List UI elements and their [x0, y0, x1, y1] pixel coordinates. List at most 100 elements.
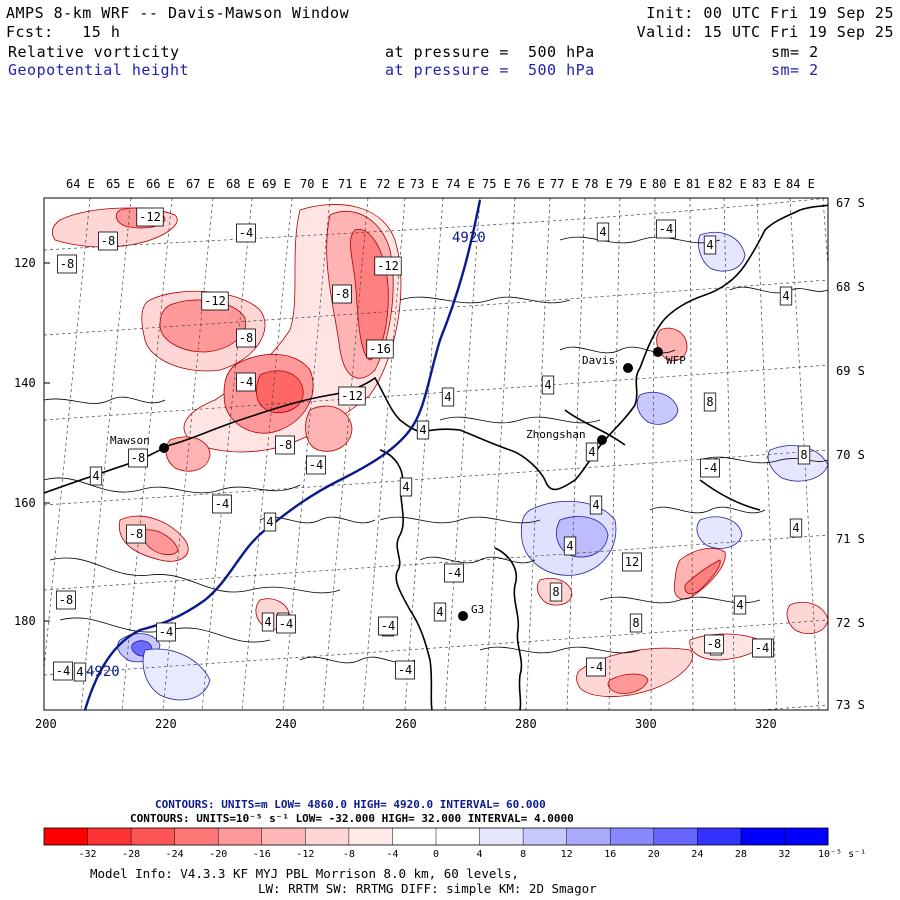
- vorticity-label-text: 8: [552, 585, 559, 599]
- vorticity-label-text: 4: [266, 515, 273, 529]
- colorbar-swatch: [740, 828, 785, 845]
- lon-label: 83 E: [752, 177, 781, 191]
- vorticity-label-text: -12: [139, 210, 161, 224]
- vorticity-label-box: [374, 256, 402, 276]
- vorticity-label-box: [797, 445, 811, 465]
- colorbar-swatch: [174, 828, 219, 845]
- vorticity-label-text: -4: [589, 660, 603, 674]
- x-tick: 320: [755, 717, 777, 731]
- vorticity-contour-label: -4: [212, 494, 232, 514]
- colorbar-swatch: [218, 828, 263, 845]
- colorbar-swatch: [479, 828, 524, 845]
- vorticity-label-text: -12: [377, 259, 399, 273]
- lon-label: 75 E: [482, 177, 511, 191]
- lon-label: 70 E: [300, 177, 329, 191]
- vorticity-label-box: [596, 222, 610, 242]
- x-tick: 240: [275, 717, 297, 731]
- vorticity-label-box: [589, 495, 603, 515]
- x-tick: 300: [635, 717, 657, 731]
- height-label: 4920: [452, 230, 486, 246]
- vorticity-label-text: -4: [309, 458, 323, 472]
- legend-vorticity-contours: CONTOURS: UNITS=10⁻⁵ s⁻¹ LOW= -32.000 HI…: [130, 812, 574, 825]
- vorticity-contour-label: 4: [779, 286, 793, 306]
- vorticity-label-text: -4: [755, 641, 769, 655]
- vorticity-label-text: 4: [436, 605, 443, 619]
- vorticity-contour-label: 4: [733, 595, 747, 615]
- station-zhongshan-marker: [597, 435, 607, 445]
- vorticity-contour-label: 8: [703, 392, 717, 412]
- station-mawson-marker: [159, 443, 169, 453]
- colorbar-swatch: [44, 828, 89, 845]
- lon-label: 69 E: [262, 177, 291, 191]
- vorticity-label-box: [98, 231, 118, 251]
- vorticity-contour-label: 4: [541, 375, 555, 395]
- colorbar-tick-label: 4: [477, 849, 483, 860]
- colorbar: -32 -28 -24 -20 -16 -12 -8 -4 0 4 8 12 16 20 24 28 32: [43, 827, 829, 860]
- vorticity-labels: -12 -8 -4 -8 -12 -8 -12 -8 -16 -4 -12 -8 -4 -8 -4 4 4 4 -8…: [53, 207, 811, 682]
- vorticity-contour-label: -4: [236, 223, 256, 243]
- vorticity-contour-label: -12: [136, 207, 164, 227]
- vorticity-label-box: [156, 622, 176, 642]
- model-info-line1: Model Info: V4.3.3 KF MYJ PBL Morrison 8…: [90, 866, 519, 881]
- vorticity-label-box: [306, 455, 326, 475]
- vorticity-contour-label: -4: [236, 372, 256, 392]
- vorticity-label-text: -8: [59, 593, 73, 607]
- colorbar-tick-label: -28: [122, 849, 140, 860]
- vorticity-label-text: 4: [599, 225, 606, 239]
- grid-x-ticks: 200 220 240 260 280 300 320: [35, 717, 777, 731]
- vorticity-contour-label: -4: [53, 661, 73, 681]
- vorticity-label-box: [276, 614, 296, 634]
- vorticity-label-text: 4: [566, 539, 573, 553]
- vorticity-label-box: [441, 387, 455, 407]
- vorticity-label-text: 4: [736, 598, 743, 612]
- vorticity-contour-label: 4: [73, 662, 87, 682]
- vorticity-label-box: [201, 291, 229, 311]
- vorticity-label-text: -4: [703, 461, 717, 475]
- lon-label: 65 E: [106, 177, 135, 191]
- vorticity-label-text: -4: [279, 617, 293, 631]
- vorticity-contour-label: -16: [366, 339, 394, 359]
- vorticity-label-text: -12: [341, 389, 363, 403]
- vorticity-contour-label: -12: [374, 256, 402, 276]
- vorticity-contour-label: 4: [703, 235, 717, 255]
- colorbar-swatch: [261, 828, 306, 845]
- vorticity-label-box: [366, 339, 394, 359]
- vorticity-contour-label: -8: [57, 254, 77, 274]
- station-davis-marker: [623, 363, 633, 373]
- lon-label: 64 E: [66, 177, 95, 191]
- colorbar-tick-label: -4: [386, 849, 398, 860]
- lon-label: 66 E: [146, 177, 175, 191]
- vorticity-label-box: [586, 657, 606, 677]
- colorbar-tick-label: -8: [343, 849, 355, 860]
- vorticity-label-box: [433, 602, 447, 622]
- vorticity-contour-label: 4: [563, 536, 577, 556]
- vorticity-label-text: -8: [129, 527, 143, 541]
- vorticity-label-box: [704, 634, 724, 654]
- vorticity-label-box: [395, 660, 415, 680]
- lat-label: 68 S: [836, 280, 865, 294]
- field2-name: Geopotential height: [8, 61, 190, 79]
- vorticity-label-box: [56, 590, 76, 610]
- vorticity-contour-label: -4: [656, 219, 676, 239]
- vorticity-label-box: [733, 595, 747, 615]
- vorticity-label-box: [703, 235, 717, 255]
- model-info-line2: LW: RRTM SW: RRTMG DIFF: simple KM: 2D S…: [258, 881, 597, 896]
- vorticity-label-box: [779, 286, 793, 306]
- vorticity-label-text: -8: [278, 438, 292, 452]
- colorbar-unit: 10⁻⁵ s⁻¹: [818, 849, 866, 860]
- vorticity-contour-label: -8: [98, 231, 118, 251]
- vorticity-label-box: [126, 524, 146, 544]
- colorbar-tick-label: -16: [253, 849, 271, 860]
- lon-label: 73 E: [410, 177, 439, 191]
- vorticity-label-box: [73, 662, 87, 682]
- vorticity-contour-label: 4: [263, 512, 277, 532]
- vorticity-contour-label: 4: [585, 442, 599, 462]
- vorticity-contour-label: -4: [276, 614, 296, 634]
- field1-name: Relative vorticity: [8, 43, 180, 61]
- vorticity-label-box: [789, 518, 803, 538]
- vorticity-label-box: [703, 392, 717, 412]
- vorticity-label-box: [563, 536, 577, 556]
- colorbar-swatch: [305, 828, 350, 845]
- legend-height-contours: CONTOURS: UNITS=m LOW= 4860.0 HIGH= 4920…: [155, 798, 546, 811]
